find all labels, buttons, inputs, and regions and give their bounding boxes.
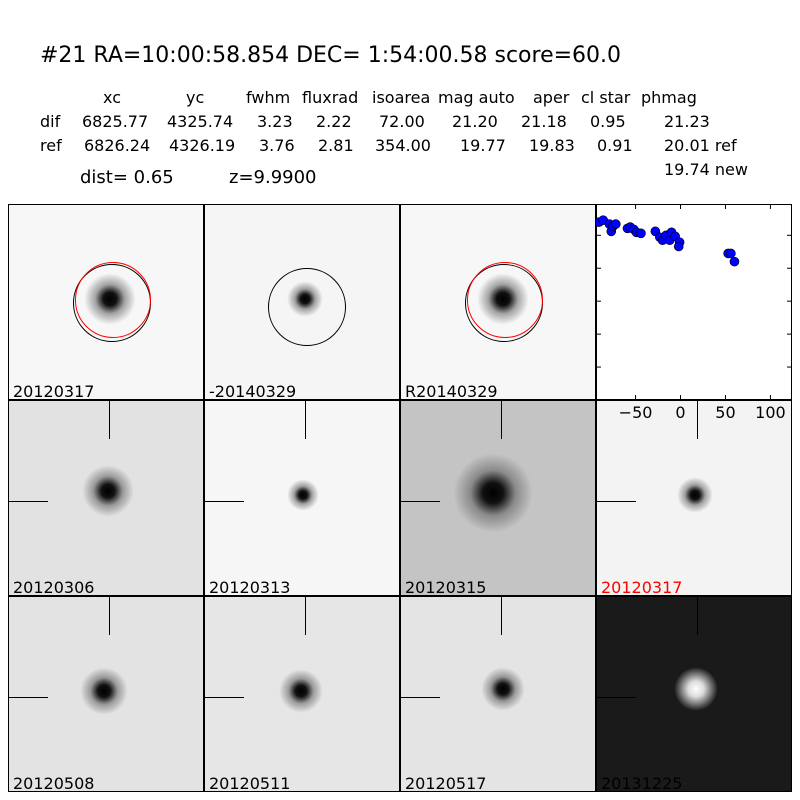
column-header: fwhm — [246, 88, 291, 107]
source-star — [453, 453, 533, 533]
table-cell: 6826.24 — [84, 136, 151, 155]
table-cell: 21.20 — [452, 112, 498, 131]
dist-value: dist= 0.65 — [80, 167, 174, 188]
z-value: z=9.9900 — [229, 167, 317, 188]
table-cell: 21.23 — [664, 112, 710, 131]
crosshair-vertical — [501, 401, 502, 439]
crosshair-vertical — [305, 401, 306, 439]
panel-date-label: 20120317 — [13, 382, 95, 400]
column-header: cl star — [581, 88, 631, 107]
cutout-image-panel: 20120315 — [400, 400, 596, 596]
cutout-image-panel: 20120508 — [8, 596, 204, 792]
panel-date-label: 20120306 — [13, 578, 95, 596]
x-tick-label: 50 — [715, 403, 736, 422]
cutout-image-panel: 20131225 — [596, 596, 792, 792]
cutout-image-panel: R20140329 — [400, 204, 596, 400]
column-header: isoarea — [372, 88, 431, 107]
panel-date-label: 20120517 — [405, 774, 487, 792]
cutout-image-panel: 20120317 — [596, 400, 792, 596]
source-star — [80, 667, 128, 715]
panel-date-label: 20131225 — [601, 774, 683, 792]
panel-date-label: 20120511 — [209, 774, 291, 792]
crosshair-vertical — [305, 597, 306, 635]
table-cell: 0.95 — [590, 112, 626, 131]
table-cell: 19.77 — [460, 136, 506, 155]
aperture-circle — [75, 262, 151, 338]
crosshair-horizontal — [401, 697, 440, 698]
panel-date-label: R20140329 — [405, 382, 498, 400]
light-curve-plot: 212223242526 — [596, 204, 792, 400]
cutout-image-panel: 20120317 — [8, 204, 204, 400]
cutout-image-panel: 20120511 — [204, 596, 400, 792]
crosshair-vertical — [697, 597, 698, 635]
table-cell: 354.00 — [375, 136, 431, 155]
crosshair-horizontal — [9, 697, 48, 698]
source-star — [677, 477, 713, 513]
panel-date-label: 20120313 — [209, 578, 291, 596]
table-cell: 72.00 — [379, 112, 425, 131]
cutout-image-panel: 20120517 — [400, 596, 596, 792]
column-header: mag auto — [438, 88, 515, 107]
panel-date-label: 20120317 — [601, 578, 683, 596]
data-point — [729, 256, 740, 267]
source-star — [287, 479, 319, 511]
x-tick-label: 100 — [755, 403, 786, 422]
panel-date-label: 20120508 — [13, 774, 95, 792]
crosshair-horizontal — [205, 501, 244, 502]
source-star — [674, 667, 718, 711]
figure-title: #21 RA=10:00:58.854 DEC= 1:54:00.58 scor… — [40, 43, 622, 68]
crosshair-horizontal — [597, 697, 636, 698]
crosshair-vertical — [109, 597, 110, 635]
cutout-image-panel: 20120313 — [204, 400, 400, 596]
data-point — [726, 248, 736, 259]
row-label: ref — [40, 136, 62, 155]
crosshair-vertical — [697, 401, 698, 439]
x-tick-label: 0 — [675, 403, 686, 422]
crosshair-horizontal — [9, 501, 48, 502]
column-header: phmag — [641, 88, 697, 107]
phmag-new: 19.74 new — [664, 160, 748, 179]
table-cell: 3.76 — [259, 136, 295, 155]
table-cell: 0.91 — [597, 136, 633, 155]
crosshair-vertical — [501, 597, 502, 635]
column-header: yc — [186, 88, 205, 107]
column-header: xc — [103, 88, 121, 107]
source-star — [82, 465, 134, 517]
panel-date-label: -20140329 — [209, 382, 297, 400]
crosshair-horizontal — [401, 501, 440, 502]
x-tick-label: −50 — [618, 403, 653, 422]
table-cell: 4325.74 — [167, 112, 234, 131]
crosshair-horizontal — [597, 501, 636, 502]
data-point — [636, 228, 646, 239]
column-header: aper — [533, 88, 570, 107]
table-cell: 6825.77 — [82, 112, 149, 131]
table-cell: 19.83 — [529, 136, 575, 155]
table-cell: 2.22 — [316, 112, 352, 131]
crosshair-vertical — [109, 401, 110, 439]
data-point — [673, 241, 684, 252]
table-cell: 20.01 ref — [664, 136, 737, 155]
table-cell: 2.81 — [318, 136, 354, 155]
table-cell: 4326.19 — [169, 136, 236, 155]
crosshair-horizontal — [205, 697, 244, 698]
plot-frame — [596, 204, 792, 400]
table-cell: 21.18 — [521, 112, 567, 131]
source-star — [481, 667, 525, 711]
column-header: fluxrad — [302, 88, 359, 107]
cutout-image-panel: 20120306 — [8, 400, 204, 596]
cutout-image-panel: -20140329 — [204, 204, 400, 400]
table-cell: 3.23 — [257, 112, 293, 131]
aperture-circle — [268, 268, 346, 346]
data-point — [610, 219, 621, 229]
row-label: dif — [40, 112, 61, 131]
aperture-circle — [467, 262, 543, 338]
panel-date-label: 20120315 — [405, 578, 487, 596]
source-star — [279, 669, 323, 713]
